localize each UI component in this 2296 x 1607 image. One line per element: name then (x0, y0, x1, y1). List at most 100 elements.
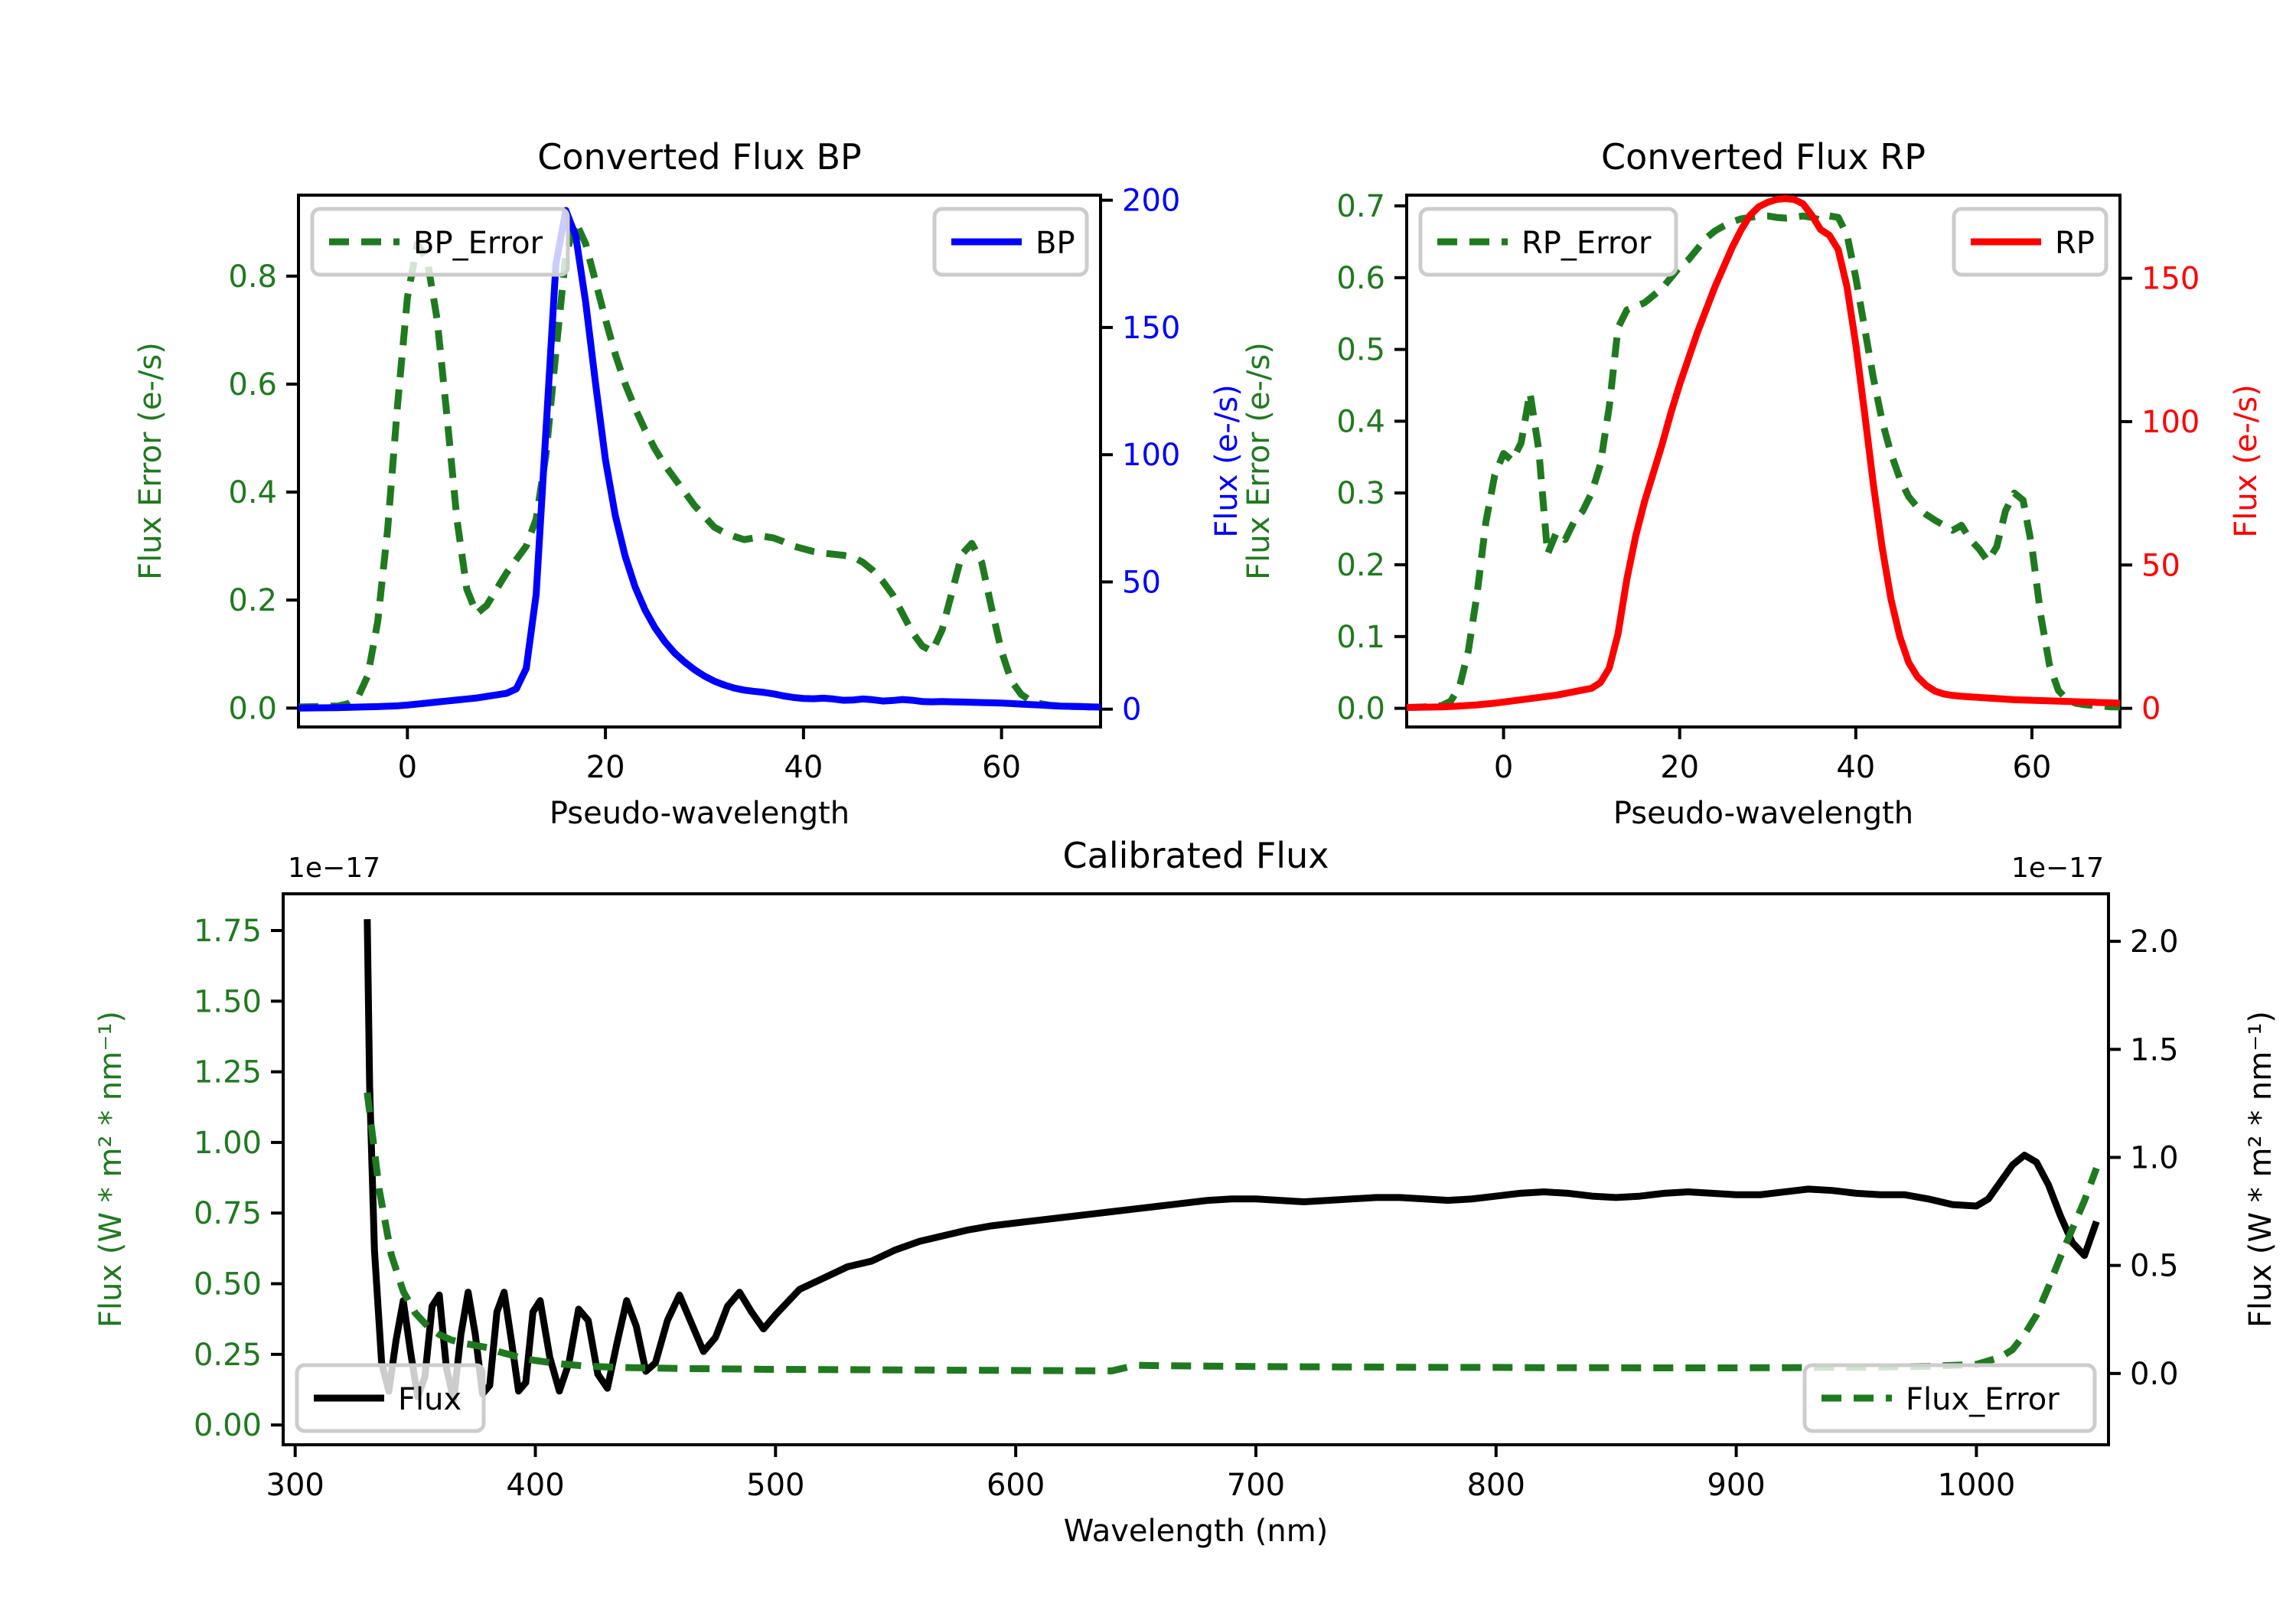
y-tick-label-left: 1.50 (194, 984, 262, 1019)
y-tick-label-left: 0.1 (1336, 620, 1385, 655)
y-tick-label-left: 0.75 (194, 1196, 262, 1231)
y-tick-label-left: 0.2 (1336, 548, 1385, 583)
y-tick-label-right: 0.5 (2130, 1249, 2179, 1284)
y-tick-label-left: 0.50 (194, 1267, 262, 1302)
y-tick-label-left: 0.00 (194, 1408, 262, 1443)
legend-box (1802, 1363, 2097, 1433)
y-axis-label-left: Flux (W * m² * nm⁻¹) (93, 1011, 129, 1328)
y-axis-label-right: Flux (e-/s) (2229, 384, 2264, 537)
legend-label: Flux (398, 1382, 461, 1417)
y-tick-label-right: 200 (1122, 184, 1180, 219)
y-tick-label-left: 0.4 (1336, 404, 1385, 439)
x-tick-label: 500 (746, 1468, 804, 1503)
y-axis-label-right-group: Flux (e-/s) (2229, 384, 2264, 537)
subplot-calibrated_flux: Calibrated Flux 300 400 500 600 700 800 900 1000… (93, 835, 2278, 1549)
subplot-title: Calibrated Flux (1063, 835, 1329, 876)
y-axis-label-left-group: Flux Error (e-/s) (1241, 342, 1277, 580)
data-layer (298, 207, 1101, 712)
series-bp-error (298, 218, 1101, 711)
x-tick-label: 0 (1494, 750, 1513, 785)
x-tick-label: 300 (266, 1468, 325, 1503)
legend-label: Flux_Error (1906, 1382, 2060, 1417)
legend-box (310, 207, 570, 277)
x-tick-label: 60 (2012, 750, 2051, 785)
x-tick-label: 40 (784, 750, 823, 785)
subplot-title: Converted Flux BP (537, 136, 862, 178)
y-tick-label-left: 0.8 (228, 259, 277, 295)
legend-bp[interactable]: BP (932, 207, 1089, 277)
y-axis-label-left-group: Flux (W * m² * nm⁻¹) (93, 1011, 129, 1328)
x-axis-label: Pseudo-wavelength (1613, 796, 1913, 831)
x-tick-label: 60 (982, 750, 1021, 785)
y-tick-label-left: 0.7 (1336, 189, 1385, 224)
subplot-converted_flux_bp: Converted Flux BP 0 20 40 60 Pseudo-wavelengt… (133, 136, 1244, 831)
x-tick-label: 20 (1660, 750, 1699, 785)
y-axis-label-right-group: Flux (e-/s) (1209, 384, 1244, 537)
axes-frame (1405, 194, 2122, 729)
x-tick-label: 900 (1707, 1468, 1765, 1503)
x-tick-label: 0 (398, 750, 417, 785)
y-tick-label-left: 0.0 (228, 691, 277, 726)
series-flux (364, 919, 2100, 1403)
data-layer (364, 919, 2100, 1403)
legend-box (1418, 207, 1678, 277)
y-axis-label-right: Flux (W * m² * nm⁻¹) (2243, 1011, 2278, 1328)
y-tick-label-right: 0.0 (2130, 1357, 2179, 1392)
offset-text-right: 1e−17 (2011, 852, 2104, 884)
y-tick-label-left: 0.4 (228, 475, 277, 510)
y-tick-label-right: 50 (1122, 565, 1161, 600)
data-layer (1407, 195, 2120, 712)
series-rp (1407, 195, 2120, 712)
axes-frame (297, 194, 1102, 729)
y-tick-label-right: 0 (2141, 692, 2161, 727)
legend-bp-error[interactable]: BP_Error (310, 207, 570, 277)
legend-label: BP (1035, 226, 1075, 261)
legend-rp[interactable]: RP (1952, 207, 2108, 277)
x-axis-label: Wavelength (nm) (1064, 1514, 1329, 1549)
series-flux-error (364, 1092, 2100, 1374)
y-axis-label-right-group: Flux (W * m² * nm⁻¹) (2243, 1011, 2278, 1328)
y-tick-label-right: 0 (1122, 693, 1141, 728)
y-tick-label-left: 0.6 (1336, 261, 1385, 296)
x-tick-label: 1000 (1938, 1468, 2016, 1503)
y-tick-label-right: 150 (1122, 311, 1180, 346)
y-axis-label-right: Flux (e-/s) (1209, 384, 1244, 537)
y-tick-label-left: 0.0 (1336, 692, 1385, 727)
x-axis-label: Pseudo-wavelength (550, 796, 850, 831)
legend-flux[interactable]: Flux (295, 1363, 486, 1433)
offset-text-left: 1e−17 (288, 852, 380, 884)
x-tick-label: 400 (506, 1468, 564, 1503)
series-bp (298, 207, 1101, 712)
x-tick-label: 20 (586, 750, 625, 785)
series-rp-error (1407, 212, 2120, 712)
y-axis-label-left: Flux Error (e-/s) (1241, 342, 1277, 580)
y-tick-label-right: 2.0 (2130, 924, 2179, 960)
legend-rp-error[interactable]: RP_Error (1418, 207, 1678, 277)
y-tick-label-right: 1.0 (2130, 1140, 2179, 1175)
subplot-title: Converted Flux RP (1601, 136, 1926, 178)
legend-label: BP_Error (413, 226, 543, 261)
subplot-converted_flux_rp: Converted Flux RP 0 20 40 60 Pseudo-wavelengt… (1241, 136, 2264, 831)
y-tick-label-left: 1.25 (194, 1055, 262, 1090)
y-tick-label-left: 0.3 (1336, 476, 1385, 511)
x-tick-label: 600 (987, 1468, 1045, 1503)
x-tick-label: 40 (1836, 750, 1875, 785)
y-axis-label-left-group: Flux Error (e-/s) (133, 342, 168, 580)
y-tick-label-left: 0.5 (1336, 333, 1385, 368)
axes-frame (282, 892, 2110, 1446)
y-tick-label-left: 0.6 (228, 367, 277, 403)
y-tick-label-left: 0.25 (194, 1338, 262, 1373)
x-tick-label: 700 (1227, 1468, 1285, 1503)
y-tick-label-left: 1.00 (194, 1126, 262, 1161)
legend-flux-error[interactable]: Flux_Error (1802, 1363, 2097, 1433)
y-tick-label-right: 1.5 (2130, 1032, 2179, 1068)
x-tick-label: 800 (1467, 1468, 1525, 1503)
y-tick-label-left: 0.2 (228, 583, 277, 618)
legend-label: RP (2055, 226, 2095, 261)
y-axis-label-left: Flux Error (e-/s) (133, 342, 168, 580)
y-tick-label-left: 1.75 (194, 914, 262, 949)
y-tick-label-right: 100 (2141, 405, 2200, 440)
legend-box (295, 1363, 486, 1433)
y-tick-label-right: 100 (1122, 438, 1180, 473)
